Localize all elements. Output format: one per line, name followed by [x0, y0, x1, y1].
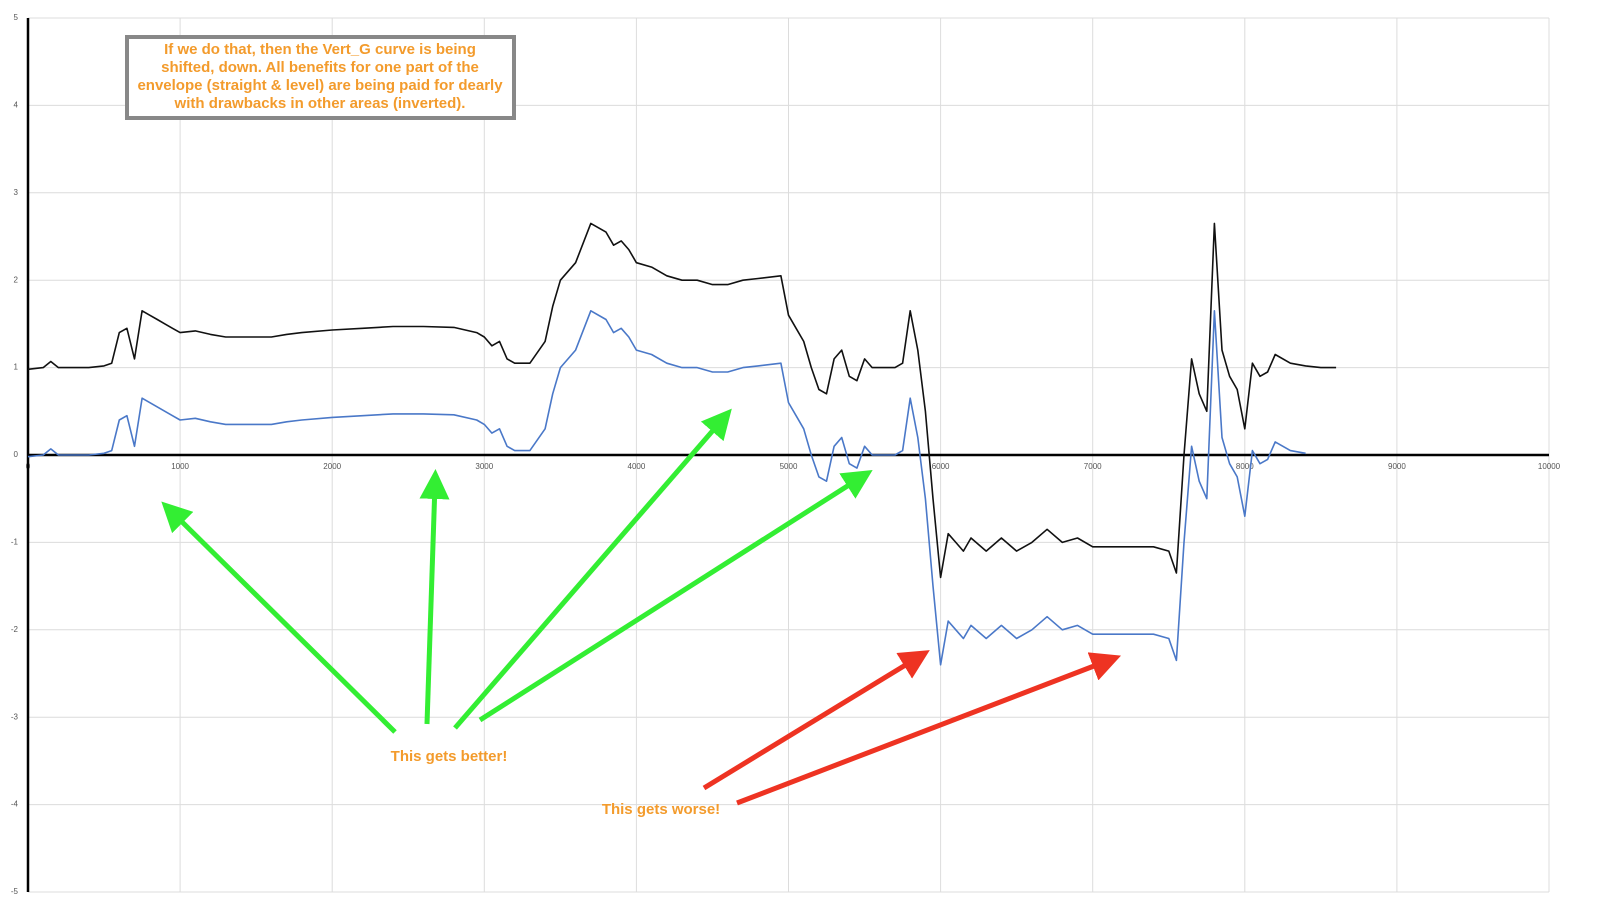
y-tick-label: -1: [11, 538, 19, 547]
x-tick-label: 4000: [628, 462, 646, 471]
y-tick-label: 0: [14, 450, 19, 459]
y-tick-label: 3: [14, 188, 19, 197]
y-tick-label: -2: [11, 625, 19, 634]
arrows: [161, 408, 1122, 806]
y-tick-label: -3: [11, 712, 19, 721]
x-tick-label: 3000: [475, 462, 493, 471]
annotation-better: This gets better!: [391, 748, 508, 765]
y-tick-label: 5: [14, 13, 19, 22]
red-arrow: [736, 652, 1122, 806]
x-tick-label: 10000: [1538, 462, 1561, 471]
annotation-line: with drawbacks in other areas (inverted)…: [174, 95, 466, 112]
series-line: [27, 222, 1337, 579]
green-arrow: [161, 501, 397, 734]
x-tick-label: 1000: [171, 462, 189, 471]
series-line: [27, 310, 1306, 666]
y-tick-label: -5: [11, 887, 19, 896]
x-tick-label: 5000: [780, 462, 798, 471]
x-tick-label: 8000: [1236, 462, 1254, 471]
annotation-line: If we do that, then the Vert_G curve is …: [164, 41, 476, 58]
y-tick-label: 1: [14, 363, 19, 372]
annotation-line: envelope (straight & level) are being pa…: [137, 77, 503, 94]
green-arrow: [453, 408, 732, 730]
y-tick-label: -4: [11, 800, 19, 809]
y-tick-label: 2: [14, 275, 19, 284]
red-arrow: [702, 650, 930, 791]
x-tick-label: 6000: [932, 462, 950, 471]
annotation-line: shifted, down. All benefits for one part…: [161, 59, 479, 76]
x-tick-label: 2000: [323, 462, 341, 471]
x-tick-label: 7000: [1084, 462, 1102, 471]
y-tick-label: 4: [14, 101, 19, 110]
x-tick-label: 9000: [1388, 462, 1406, 471]
annotation-worse: This gets worse!: [602, 801, 720, 818]
annotation-box: [125, 35, 516, 120]
green-arrow: [478, 469, 873, 723]
green-arrow: [419, 469, 450, 725]
